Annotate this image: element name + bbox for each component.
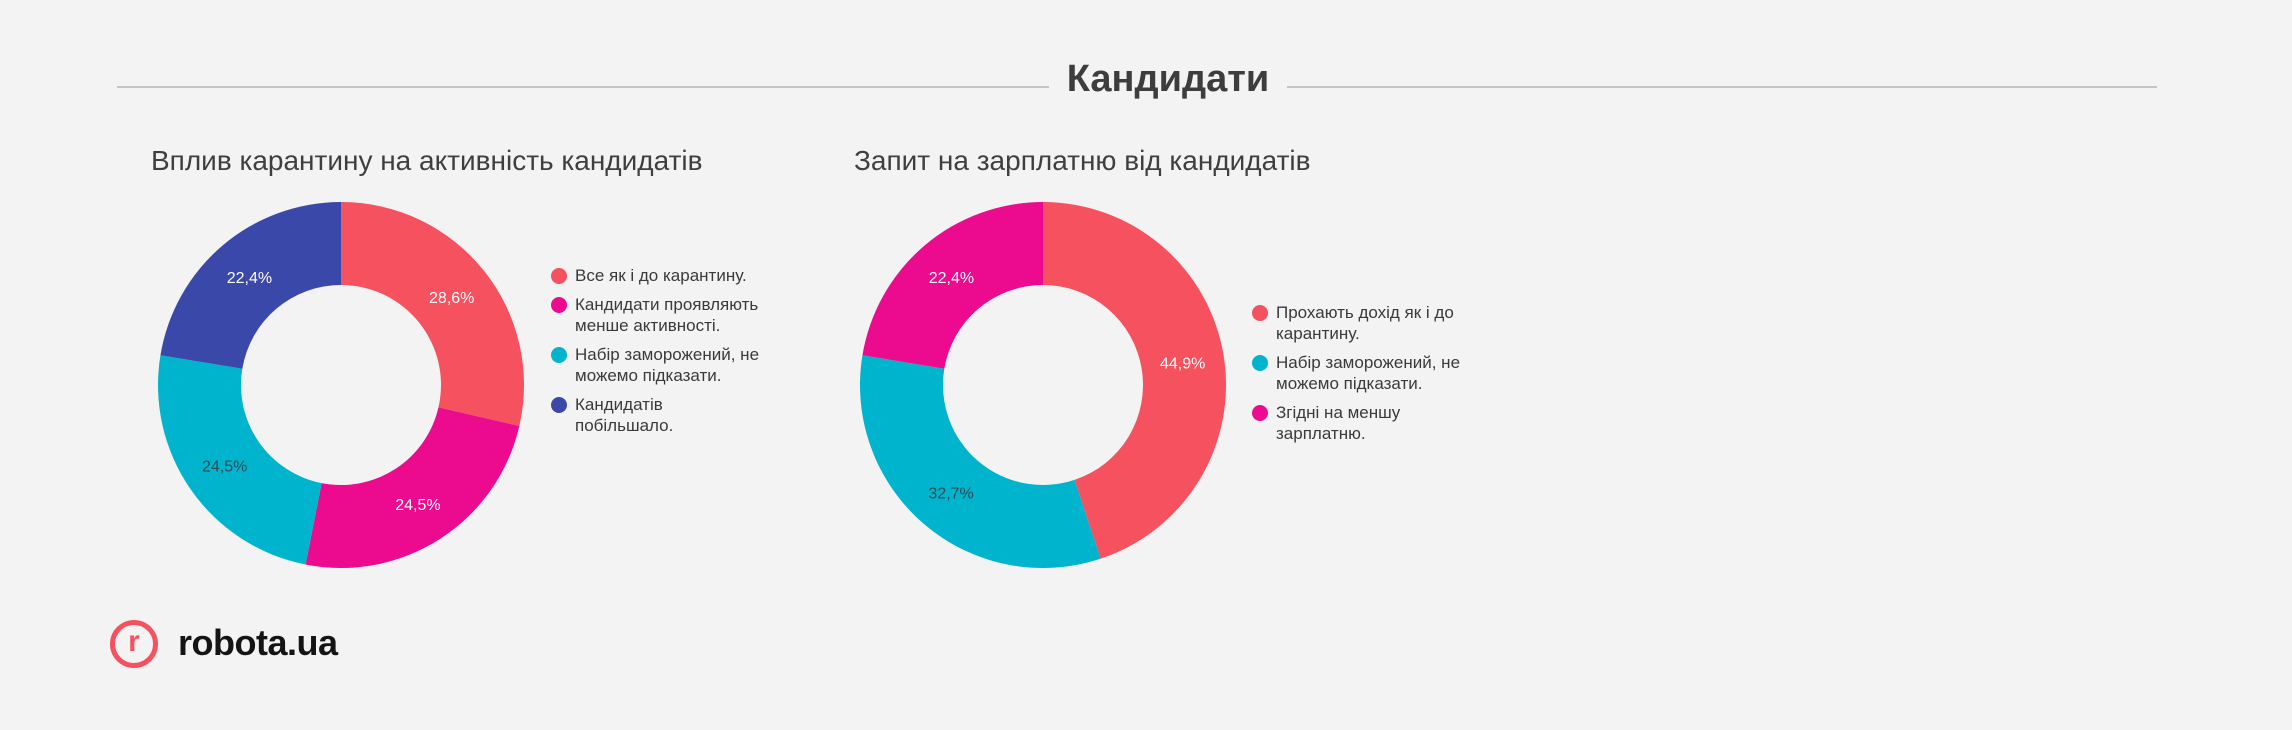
chart-1-legend: Все як і до карантину. Кандидати проявляю… [551, 265, 761, 444]
legend-item: Набір заморожений, не можемо підказати. [551, 344, 761, 386]
donut-slice [341, 202, 524, 427]
chart-2-donut: 44,9% 32,7% 22,4% [859, 202, 1226, 568]
chart-2-title: Запит на зарплатню від кандидатів [854, 145, 1311, 176]
chart-1-donut: 28,6% 24,5% 24,5% 22,4% [157, 202, 524, 568]
legend-label: Набір заморожений, не можемо підказати. [1276, 353, 1461, 393]
legend-swatch [1252, 305, 1268, 321]
legend-swatch [551, 297, 567, 313]
donut-slice [157, 355, 322, 565]
donut-slice [160, 202, 341, 369]
header-rule-right [1287, 86, 2157, 88]
legend-item: Згідні на меншу зарплатню. [1252, 402, 1462, 444]
legend-label: Прохають дохід як і до карантину. [1276, 303, 1454, 343]
slice-label: 28,6% [429, 290, 474, 307]
slice-label: 32,7% [928, 486, 973, 503]
robota-logo-icon: r [110, 620, 158, 668]
legend-label: Згідні на меншу зарплатню. [1276, 403, 1401, 443]
slice-label: 44,9% [1160, 355, 1205, 372]
slice-label: 22,4% [929, 270, 974, 287]
slice-label: 22,4% [227, 270, 272, 287]
donut-slice [859, 355, 1101, 568]
slice-label: 24,5% [202, 459, 247, 476]
donut-slice [862, 202, 1043, 369]
legend-item: Кандидатів побільшало. [551, 394, 761, 436]
header-rule-left [117, 86, 1049, 88]
chart-1-title: Вплив карантину на активність кандидатів [151, 145, 703, 176]
legend-item: Прохають дохід як і до карантину. [1252, 302, 1462, 344]
legend-label: Набір заморожений, не можемо підказати. [575, 345, 760, 385]
legend-item: Набір заморожений, не можемо підказати. [1252, 352, 1462, 394]
legend-swatch [1252, 405, 1268, 421]
legend-swatch [1252, 355, 1268, 371]
section-header: Кандидати [117, 52, 2157, 120]
legend-label: Кандидати проявляють менше активності. [575, 295, 759, 335]
legend-item: Все як і до карантину. [551, 265, 761, 286]
donut-slice [305, 407, 520, 568]
legend-label: Кандидатів побільшало. [575, 395, 674, 435]
chart-2-legend: Прохають дохід як і до карантину. Набір з… [1252, 302, 1462, 452]
legend-swatch [551, 268, 567, 284]
donut-slice [1043, 202, 1226, 559]
section-title: Кандидати [1066, 58, 1270, 100]
legend-swatch [551, 347, 567, 363]
legend-item: Кандидати проявляють менше активності. [551, 294, 761, 336]
legend-swatch [551, 397, 567, 413]
legend-label: Все як і до карантину. [575, 266, 747, 285]
logo-text: robota.ua [178, 622, 338, 663]
slice-label: 24,5% [395, 497, 440, 514]
